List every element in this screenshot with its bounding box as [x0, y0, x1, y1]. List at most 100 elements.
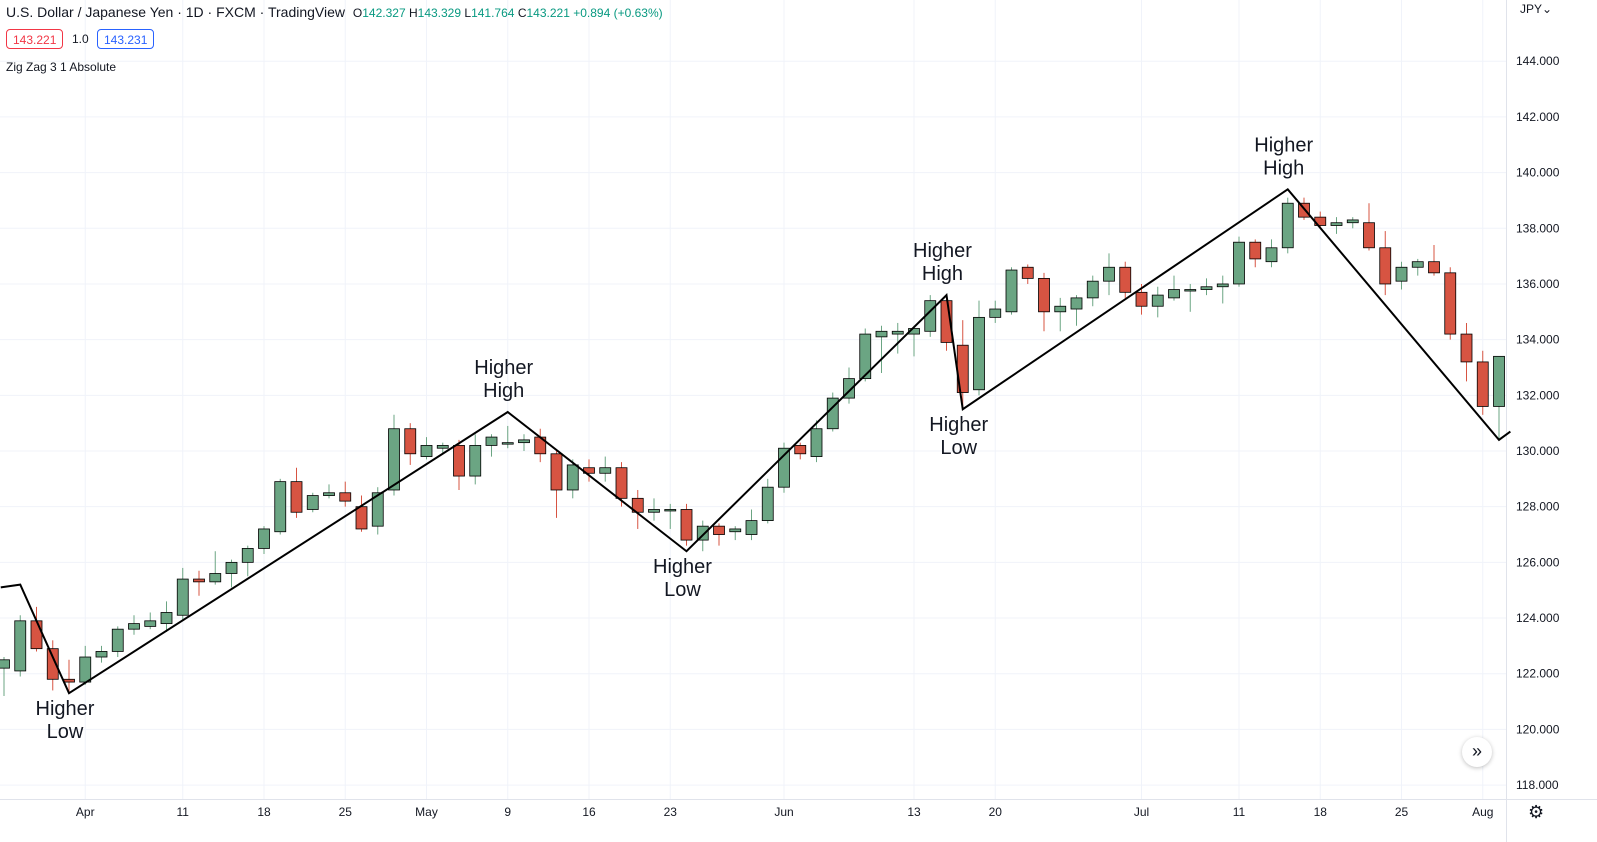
price-tick-label: 122.000: [1516, 667, 1560, 681]
currency-selector[interactable]: JPY⌄: [1520, 2, 1552, 16]
candle-body: [290, 481, 303, 513]
scroll-to-realtime-button[interactable]: »: [1462, 737, 1492, 767]
candle-body: [1330, 222, 1343, 226]
candle: [1346, 217, 1359, 229]
candle-body: [306, 495, 319, 510]
sell-price-button[interactable]: 143.221: [6, 29, 64, 49]
time-tick-label: 23: [664, 805, 678, 819]
price-axis: 118.000 120.000 122.000 124.000 126.000 128.0…: [1516, 54, 1560, 792]
candle: [956, 320, 969, 410]
candle-body: [989, 308, 1002, 318]
candle-body: [436, 445, 449, 449]
candle: [1216, 275, 1229, 304]
time-tick-label: 18: [1314, 805, 1328, 819]
candle: [550, 451, 563, 518]
candle: [339, 481, 352, 507]
candle-body: [550, 453, 563, 491]
candle-body: [1249, 241, 1262, 260]
annotation-line1: Higher: [36, 698, 95, 720]
candle: [859, 328, 872, 382]
candle-body: [209, 573, 222, 583]
candle: [241, 545, 254, 577]
candle: [1151, 286, 1164, 318]
candle-body: [1005, 269, 1018, 313]
candle-body: [1038, 277, 1050, 313]
candle-body: [1216, 283, 1229, 288]
candle-body: [680, 509, 693, 541]
annotation-line2: Low: [664, 579, 701, 601]
candle: [1476, 350, 1489, 415]
settings-button[interactable]: ⚙: [1528, 802, 1544, 823]
candle-body: [144, 620, 157, 627]
candle-body: [485, 436, 498, 446]
time-tick-label: 25: [339, 805, 353, 819]
candle: [566, 459, 579, 499]
candle-body: [1119, 266, 1132, 293]
price-tick-label: 144.000: [1516, 54, 1560, 68]
price-tick-label: 130.000: [1516, 444, 1560, 458]
candle-body: [1411, 261, 1424, 268]
candle: [1103, 253, 1115, 296]
time-tick-label: 11: [1233, 805, 1246, 819]
candle: [973, 300, 985, 396]
candle-body: [648, 509, 660, 513]
candle-body: [79, 656, 92, 683]
price-tick-label: 134.000: [1516, 333, 1560, 347]
time-tick-label: 20: [989, 805, 1003, 819]
candle-body: [355, 506, 368, 530]
indicator-label[interactable]: Zig Zag 3 1 Absolute: [6, 60, 117, 74]
change-value: +0.894 (+0.63%): [573, 6, 663, 20]
candle: [1395, 261, 1408, 290]
candle: [518, 434, 530, 452]
candle-body: [241, 548, 254, 563]
candle: [355, 495, 368, 532]
candle-body: [713, 525, 725, 535]
candle-body: [1070, 297, 1083, 310]
close-value: 143.221: [526, 6, 570, 20]
candle: [225, 559, 238, 588]
symbol-title[interactable]: U.S. Dollar / Japanese Yen · 1D · FXCM ·…: [6, 4, 346, 20]
time-tick-label: Apr: [76, 805, 95, 819]
candle-body: [420, 445, 433, 457]
candle: [63, 659, 75, 694]
candle: [745, 509, 758, 541]
time-tick-label: Jun: [774, 805, 793, 819]
candle: [1070, 295, 1083, 326]
candle-body: [258, 528, 270, 549]
annotation-line2: High: [922, 263, 963, 285]
candle: [794, 442, 807, 460]
candle-body: [1476, 361, 1489, 407]
candle: [1168, 275, 1180, 301]
candle-body: [615, 467, 628, 499]
candle: [436, 442, 449, 454]
time-tick-label: May: [415, 805, 438, 819]
candle-body: [1444, 272, 1457, 335]
candle-body: [599, 467, 612, 474]
candle-body: [95, 651, 108, 658]
candle-body: [63, 678, 75, 683]
candle: [1281, 197, 1294, 254]
candle: [648, 498, 660, 521]
gear-icon: ⚙: [1528, 802, 1545, 822]
candle: [1493, 355, 1505, 440]
candle: [306, 492, 319, 513]
candle: [1444, 267, 1457, 340]
candle: [761, 478, 774, 524]
time-tick-label: 25: [1395, 805, 1409, 819]
buy-price-button[interactable]: 143.231: [97, 29, 155, 49]
double-chevron-right-icon: »: [1471, 741, 1482, 761]
candle-body: [1363, 222, 1375, 249]
price-tick-label: 136.000: [1516, 277, 1560, 291]
candle-body: [1184, 289, 1197, 292]
candle: [1249, 239, 1262, 268]
candle-body: [1379, 247, 1392, 285]
candle-body: [778, 447, 790, 488]
candle-body: [1168, 289, 1180, 299]
high-label: H: [408, 6, 418, 20]
candle-body: [128, 623, 140, 630]
grid-lines: [0, 0, 1506, 799]
